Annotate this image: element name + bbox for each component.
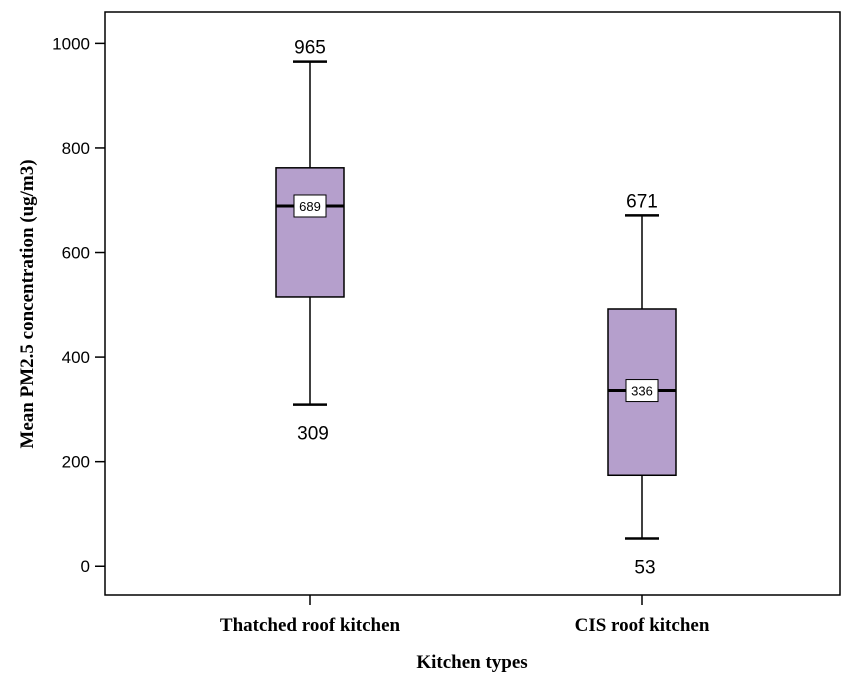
x-tick-label: CIS roof kitchen: [575, 615, 710, 636]
min-label: 53: [634, 558, 655, 579]
x-axis: Thatched roof kitchen CIS roof kitchen: [220, 595, 710, 636]
y-tick-label: 400: [62, 348, 90, 367]
x-axis-title: Kitchen types: [416, 652, 527, 673]
median-label: 336: [631, 384, 653, 399]
median-label-box: [625, 379, 659, 403]
y-axis: 0 200 400 600 800 1000: [52, 34, 105, 576]
x-tick-label: Thatched roof kitchen: [220, 615, 401, 636]
plot-frame: [104, 11, 841, 596]
min-label: 309: [297, 424, 329, 445]
iqr-box: [275, 167, 345, 298]
y-tick-label: 1000: [52, 34, 90, 53]
y-tick-label: 600: [62, 244, 90, 263]
median-label: 689: [299, 199, 321, 214]
y-tick-label: 0: [81, 557, 90, 576]
y-tick-label: 800: [62, 139, 90, 158]
median-label-box: [293, 194, 327, 218]
y-tick-label: 200: [62, 453, 90, 472]
box-group: 336 671 53: [607, 191, 677, 579]
max-label: 671: [626, 191, 658, 212]
y-axis-title: Mean PM2.5 concentration (ug/m3): [17, 159, 38, 448]
boxes-layer: 689 965 309 336 671 53: [275, 38, 677, 579]
box-group: 689 965 309: [275, 38, 345, 445]
max-label: 965: [294, 38, 326, 59]
